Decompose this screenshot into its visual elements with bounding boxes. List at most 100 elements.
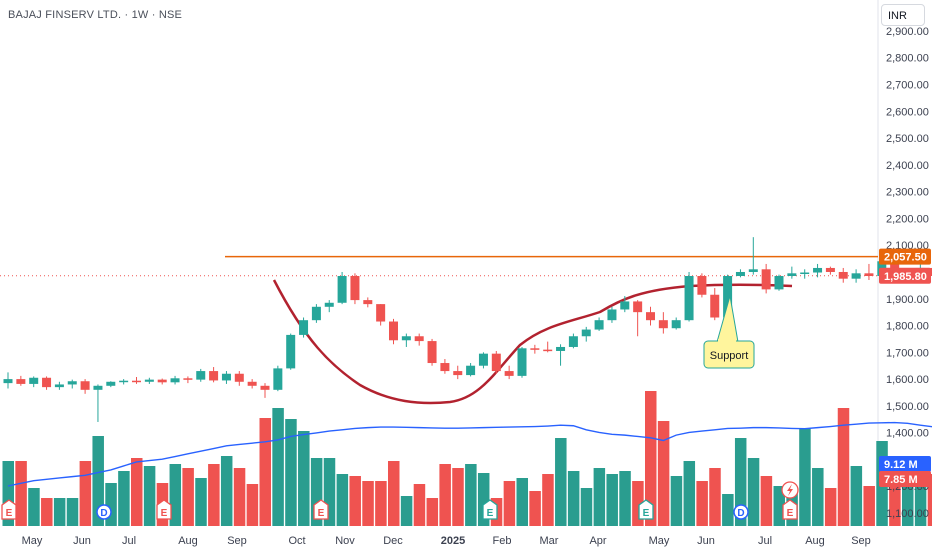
candle (324, 300, 334, 313)
earnings-marker-label: E (161, 508, 168, 519)
candle-body (221, 373, 231, 381)
volume-bar (79, 461, 92, 526)
time-tick-label: Jun (73, 535, 91, 547)
candle (684, 271, 694, 322)
volume-bar (850, 466, 863, 526)
volume-bar (336, 474, 349, 526)
volume-bar (400, 496, 413, 526)
volume-bar (529, 491, 541, 526)
candle-body (209, 371, 219, 381)
event-marker: E (638, 499, 654, 520)
flash-icon-bolt (787, 484, 793, 496)
candle-body (697, 275, 707, 295)
time-tick-label: Nov (335, 535, 355, 547)
volume-bar (66, 498, 79, 526)
candle-body (273, 368, 283, 390)
volume-bar (92, 436, 104, 526)
candle-body (633, 301, 643, 313)
candle-body (504, 371, 514, 376)
time-tick-label: Jul (122, 535, 136, 547)
volume-bar (645, 391, 657, 526)
dividend-marker (96, 504, 112, 520)
candle (299, 317, 309, 338)
candle-body (350, 275, 360, 301)
volume-bar (169, 464, 182, 526)
volume-bar (709, 468, 721, 526)
volume-bar (259, 418, 271, 526)
candle (671, 317, 681, 330)
candle-body (144, 379, 154, 382)
time-tick-label: Apr (589, 535, 606, 547)
price-tick-label: 2,200.00 (886, 213, 929, 225)
earnings-marker (482, 499, 498, 520)
candle (774, 274, 784, 291)
candle (247, 379, 257, 389)
candle-body (851, 273, 861, 279)
candle (633, 300, 643, 337)
support-callout-joint (718, 339, 736, 343)
earnings-marker-label: E (6, 508, 13, 519)
candle-body (646, 312, 655, 321)
candle-body (813, 267, 823, 273)
currency-button[interactable]: INR (881, 4, 925, 26)
candle (864, 263, 874, 281)
candle-body (761, 269, 771, 290)
price-tick-label: 1,400.00 (886, 428, 929, 440)
candle (260, 383, 270, 398)
volume-bar (131, 458, 143, 526)
price-tick-label: 2,900.00 (886, 26, 929, 38)
volume-ma-tag-text: 9.12 M (884, 459, 918, 471)
time-tick-label: Mar (540, 535, 559, 547)
volume-bar (683, 461, 696, 526)
volume-bar (593, 468, 606, 526)
price-tick-label: 1,800.00 (886, 321, 929, 333)
candle (478, 352, 488, 369)
volume-bar (760, 476, 773, 526)
volume-bar (773, 486, 785, 526)
event-marker: E (482, 499, 498, 520)
volume-bar (696, 481, 708, 526)
volume-bar (195, 478, 207, 526)
volume-bar (246, 484, 259, 526)
candle-body (196, 371, 206, 380)
earnings-marker-label: E (643, 508, 650, 519)
time-tick-label: Jun (697, 535, 715, 547)
price-tick-label: 2,800.00 (886, 53, 929, 65)
candle-body (556, 346, 566, 351)
candle (414, 333, 424, 346)
candle (466, 363, 476, 377)
candle (144, 377, 154, 384)
volume-bar (413, 484, 426, 526)
candle-body (453, 371, 463, 376)
volume-bar (143, 466, 156, 526)
volume-bar (465, 464, 477, 526)
time-tick-label: Oct (288, 535, 305, 547)
earnings-marker-label: E (787, 508, 794, 519)
volume-bar (310, 458, 323, 526)
volume-bar (824, 488, 837, 526)
volume-bar (272, 408, 284, 526)
candle-body (838, 271, 848, 279)
candle (813, 263, 823, 278)
candle-body (774, 275, 784, 290)
volume-bar (670, 476, 683, 526)
last-price-tag-text: 1,985.80 (884, 271, 927, 283)
volume-bar (837, 408, 850, 526)
candle-body (466, 365, 476, 376)
volume-bar (349, 476, 361, 526)
volume-bar (619, 471, 631, 526)
candle (556, 344, 566, 366)
candle (42, 376, 52, 390)
candle-body (723, 275, 733, 318)
candle (427, 338, 437, 366)
volume-bar (41, 498, 53, 526)
volume-bar (220, 456, 233, 526)
candle-body (106, 381, 116, 386)
candle (710, 288, 720, 321)
candle (401, 333, 411, 347)
candle (851, 269, 861, 283)
volume-bar (439, 464, 451, 526)
candle (132, 376, 141, 384)
candle-body (414, 336, 424, 342)
